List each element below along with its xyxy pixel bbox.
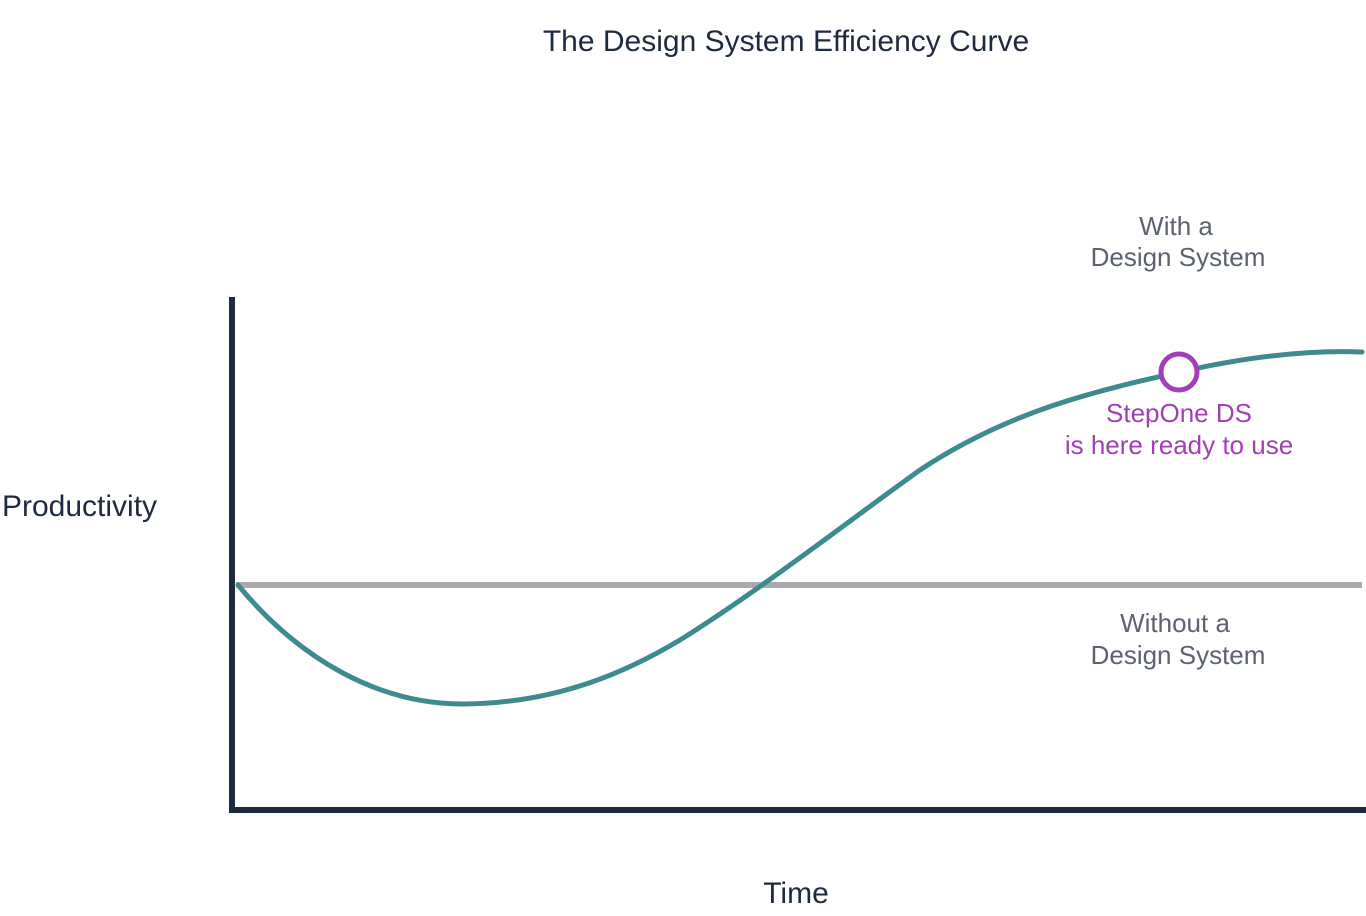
with-label: Design System (1091, 242, 1266, 272)
without-label: Without a (1120, 608, 1230, 638)
marker (1158, 351, 1200, 393)
marker-label: StepOne DS (1106, 398, 1252, 428)
with-label: With a (1139, 211, 1213, 241)
y-axis-label: Productivity (2, 490, 157, 523)
title: The Design System Efficiency Curve (543, 25, 1029, 58)
marker-label: is here ready to use (1065, 430, 1293, 460)
without-label: Design System (1091, 640, 1266, 670)
x-axis-label: Time (763, 877, 829, 910)
